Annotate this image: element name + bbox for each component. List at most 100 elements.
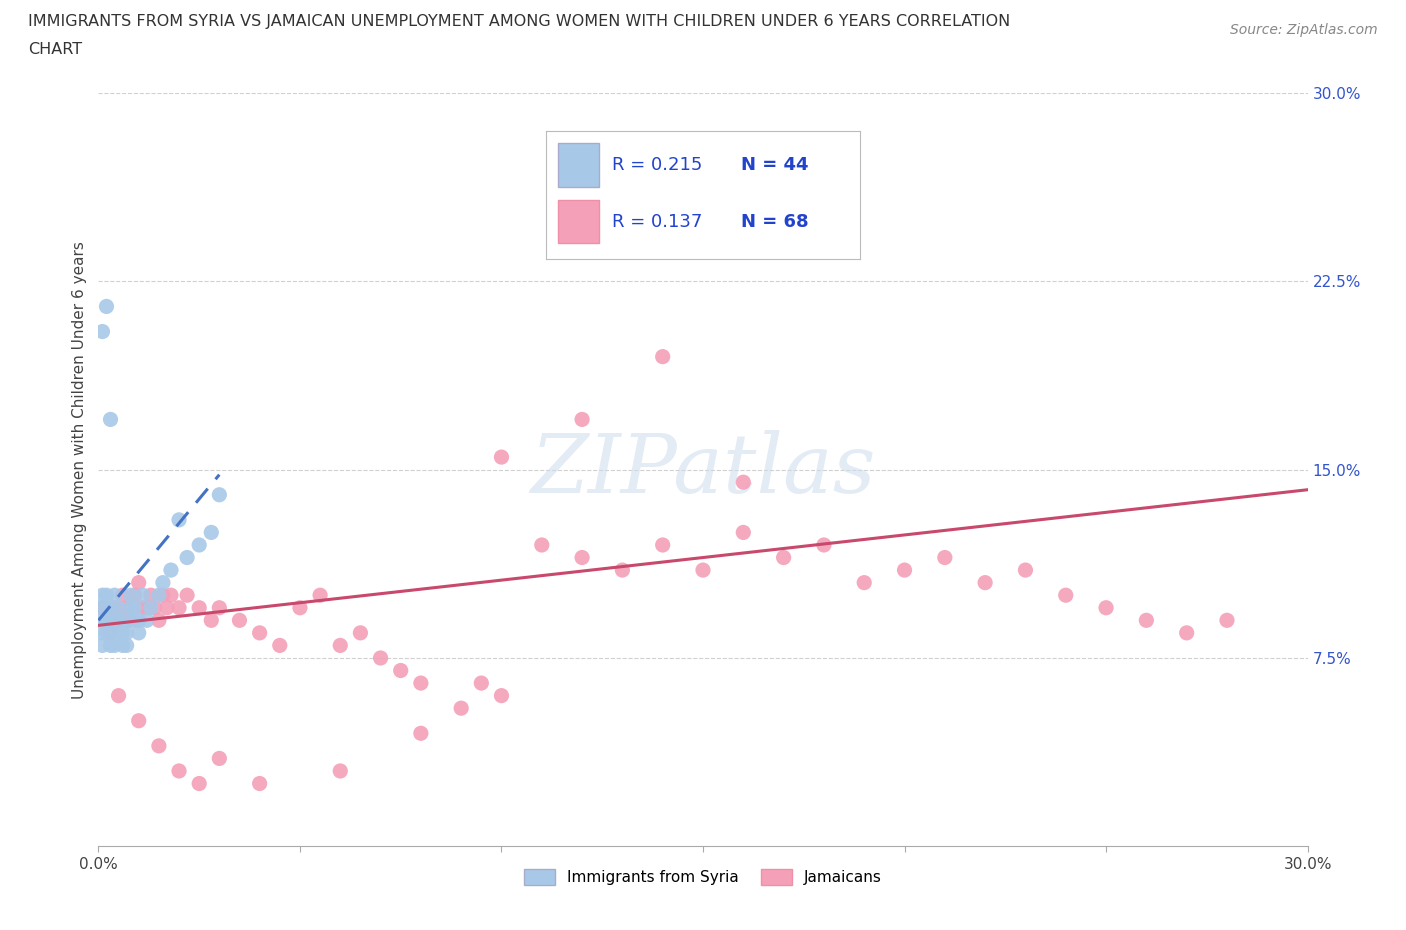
Point <box>135 613 157 628</box>
Point <box>329 638 352 653</box>
Point <box>139 601 162 616</box>
Point <box>124 601 146 616</box>
Point <box>152 575 174 591</box>
Point <box>91 625 114 640</box>
Point <box>188 538 211 552</box>
Point <box>100 613 122 628</box>
Point <box>91 601 114 616</box>
Point <box>107 613 129 628</box>
Point <box>893 563 915 578</box>
Point <box>329 764 352 778</box>
Point <box>100 625 122 640</box>
Point <box>107 625 129 640</box>
Point <box>148 588 170 603</box>
Point <box>200 525 222 539</box>
Point <box>1175 625 1198 640</box>
Point <box>612 563 634 578</box>
Text: CHART: CHART <box>28 42 82 57</box>
Point <box>120 601 142 616</box>
Point <box>409 675 432 690</box>
Point <box>491 688 513 703</box>
Point <box>103 601 125 616</box>
Point <box>111 638 134 653</box>
Point <box>733 525 755 539</box>
Legend: Immigrants from Syria, Jamaicans: Immigrants from Syria, Jamaicans <box>517 863 889 891</box>
Point <box>370 651 392 666</box>
Point <box>115 638 138 653</box>
Point <box>100 625 122 640</box>
Point <box>160 588 183 603</box>
Point <box>128 575 150 591</box>
Point <box>1135 613 1157 628</box>
Point <box>813 538 835 552</box>
Point <box>103 588 125 603</box>
Point <box>176 550 198 565</box>
Point <box>249 625 271 640</box>
Point <box>132 588 155 603</box>
Point <box>96 299 118 313</box>
Point <box>228 613 250 628</box>
Point <box>115 625 138 640</box>
Point <box>100 638 122 653</box>
Point <box>96 588 118 603</box>
Point <box>111 625 134 640</box>
Point <box>96 601 118 616</box>
Point <box>103 638 125 653</box>
Point <box>167 512 190 527</box>
Point <box>167 601 190 616</box>
Point <box>288 601 311 616</box>
Point <box>176 588 198 603</box>
Point <box>91 613 114 628</box>
Point <box>692 563 714 578</box>
Point <box>934 550 956 565</box>
Point <box>450 701 472 716</box>
Point <box>91 588 114 603</box>
Point <box>249 776 271 790</box>
Point <box>152 588 174 603</box>
Point <box>96 625 118 640</box>
Point <box>115 601 138 616</box>
Point <box>103 613 125 628</box>
Point <box>349 625 371 640</box>
Point <box>107 613 129 628</box>
Point <box>853 575 876 591</box>
Point <box>120 588 142 603</box>
Point <box>974 575 997 591</box>
Point <box>651 349 673 364</box>
Point <box>124 613 146 628</box>
Text: IMMIGRANTS FROM SYRIA VS JAMAICAN UNEMPLOYMENT AMONG WOMEN WITH CHILDREN UNDER 6: IMMIGRANTS FROM SYRIA VS JAMAICAN UNEMPL… <box>28 14 1011 29</box>
Point <box>200 613 222 628</box>
Point <box>1095 601 1118 616</box>
Point <box>1054 588 1077 603</box>
Point <box>128 625 150 640</box>
Point <box>91 638 114 653</box>
Y-axis label: Unemployment Among Women with Children Under 6 years: Unemployment Among Women with Children U… <box>72 241 87 698</box>
Point <box>208 601 231 616</box>
Text: ZIPatlas: ZIPatlas <box>530 430 876 510</box>
Point <box>530 538 553 552</box>
Point <box>571 412 593 427</box>
Point <box>107 688 129 703</box>
Point <box>733 474 755 489</box>
Point <box>156 601 179 616</box>
Point <box>1014 563 1036 578</box>
Point <box>96 613 118 628</box>
Point <box>409 726 432 741</box>
Point <box>115 613 138 628</box>
Point <box>107 601 129 616</box>
Point <box>188 776 211 790</box>
Point <box>167 764 190 778</box>
Point <box>772 550 794 565</box>
Point <box>139 588 162 603</box>
Point <box>128 613 150 628</box>
Point <box>188 601 211 616</box>
Point <box>100 601 122 616</box>
Point <box>208 487 231 502</box>
Point <box>389 663 412 678</box>
Point <box>470 675 492 690</box>
Point <box>160 563 183 578</box>
Point <box>148 738 170 753</box>
Point <box>96 613 118 628</box>
Point <box>135 601 157 616</box>
Point <box>120 613 142 628</box>
